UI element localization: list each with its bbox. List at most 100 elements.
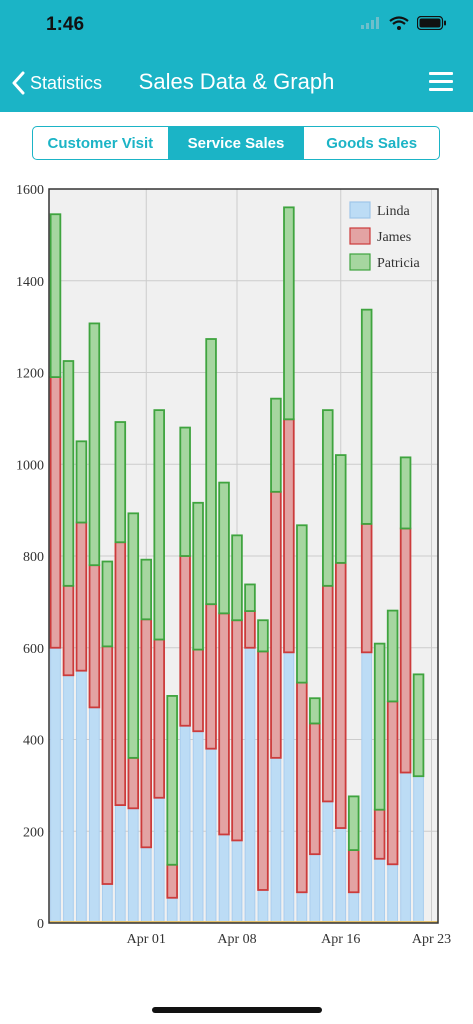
- x-tick-label: Apr 01: [127, 932, 166, 947]
- tab-goods-sales[interactable]: Goods Sales: [326, 134, 418, 152]
- bar-patricia: [101, 560, 114, 648]
- bar-patricia: [127, 512, 140, 759]
- legend-label-patricia: Patricia: [377, 256, 421, 271]
- bar-james: [179, 555, 191, 727]
- bar-linda: [153, 797, 165, 924]
- bar-james: [140, 618, 153, 849]
- bar-patricia: [231, 534, 243, 622]
- bar-patricia: [192, 501, 204, 651]
- bar-linda: [335, 827, 347, 924]
- bar-james: [231, 619, 243, 842]
- bar-linda: [192, 730, 204, 924]
- bar-james: [309, 722, 321, 856]
- tab-segmented-control: Customer Visit Service Sales Goods Sales: [32, 126, 440, 160]
- bar-james: [192, 648, 204, 733]
- bar-patricia: [386, 609, 399, 703]
- legend-label-linda: Linda: [377, 204, 410, 219]
- bar-linda: [374, 858, 386, 924]
- bar-linda: [179, 725, 191, 924]
- menu-button[interactable]: [429, 72, 453, 92]
- bar-patricia: [283, 206, 295, 421]
- bar-james: [127, 756, 140, 810]
- bar-james: [283, 418, 295, 654]
- status-icons: [361, 16, 447, 30]
- bar-james: [244, 610, 256, 649]
- bar-linda: [296, 891, 308, 924]
- bar-linda: [270, 757, 282, 924]
- bar-patricia: [322, 409, 334, 587]
- bar-linda: [63, 674, 74, 924]
- bar-linda: [283, 651, 295, 924]
- hamburger-icon-bar: [429, 88, 453, 91]
- x-tick-label: Apr 08: [217, 932, 256, 947]
- hamburger-icon-bar: [429, 72, 453, 75]
- bar-linda: [361, 651, 373, 924]
- tab-customer-visit[interactable]: Customer Visit: [33, 127, 169, 159]
- legend-swatch-james: [349, 227, 371, 245]
- bar-james: [360, 522, 373, 654]
- tab-service-sales[interactable]: Service Sales: [168, 127, 305, 159]
- bar-patricia: [347, 795, 360, 851]
- bar-james: [399, 527, 412, 774]
- bar-james: [373, 808, 386, 860]
- back-button[interactable]: Statistics: [12, 68, 102, 98]
- bar-linda: [244, 647, 256, 924]
- bar-james: [205, 603, 217, 750]
- bar-linda: [166, 897, 178, 924]
- bar-linda: [413, 775, 424, 924]
- bar-james: [270, 490, 282, 759]
- bar-linda: [348, 891, 360, 924]
- wifi-icon: [389, 16, 409, 30]
- bar-linda: [101, 883, 113, 924]
- bar-patricia: [412, 673, 425, 778]
- status-time: 1:46: [46, 14, 85, 35]
- bar-patricia: [166, 695, 178, 866]
- bar-patricia: [270, 397, 282, 493]
- y-tick-label: 600: [23, 642, 44, 657]
- bar-linda: [387, 863, 398, 924]
- y-tick-label: 0: [37, 917, 44, 932]
- bar-james: [88, 564, 101, 709]
- bar-james: [218, 612, 230, 836]
- bar-linda: [50, 647, 61, 924]
- bar-patricia: [296, 524, 308, 684]
- bar-patricia: [373, 642, 386, 811]
- bar-james: [334, 561, 347, 829]
- bar-linda: [218, 833, 230, 924]
- bar-james: [386, 700, 399, 866]
- bar-patricia: [257, 619, 269, 653]
- bar-james: [322, 584, 334, 803]
- bar-patricia: [49, 213, 62, 378]
- status-bar: 1:46: [0, 0, 473, 52]
- bar-linda: [205, 748, 217, 924]
- plot-frame: [48, 188, 439, 924]
- bar-james: [49, 376, 62, 649]
- chevron-left-icon: [12, 71, 25, 95]
- bar-james: [153, 638, 165, 799]
- bar-james: [75, 521, 88, 672]
- x-tick-label: Apr 16: [321, 932, 360, 947]
- legend-swatch-patricia: [349, 253, 371, 271]
- y-tick-label: 1200: [16, 367, 44, 382]
- y-tick-label: 1600: [16, 183, 44, 198]
- bar-patricia: [399, 456, 412, 530]
- bar-linda: [89, 706, 100, 924]
- bar-patricia: [153, 409, 165, 641]
- bar-linda: [400, 772, 411, 924]
- bar-patricia: [244, 583, 256, 612]
- hamburger-icon-bar: [429, 80, 453, 83]
- bar-patricia: [179, 426, 191, 557]
- y-tick-label: 1400: [16, 275, 44, 290]
- nav-bar: Statistics Sales Data & Graph: [0, 52, 473, 112]
- y-tick-label: 800: [23, 550, 44, 565]
- signal-icon: [361, 17, 379, 29]
- bar-linda: [76, 670, 87, 924]
- bar-linda: [114, 804, 126, 924]
- bar-james: [62, 584, 75, 677]
- bar-linda: [257, 889, 269, 924]
- bar-james: [101, 645, 114, 885]
- bar-patricia: [360, 308, 373, 525]
- y-tick-label: 400: [23, 734, 44, 749]
- sales-chart: 0 200 400 600 800 1000 1200 1400 1600 Apr 01 Apr 0…: [16, 183, 451, 947]
- bar-patricia: [75, 440, 88, 524]
